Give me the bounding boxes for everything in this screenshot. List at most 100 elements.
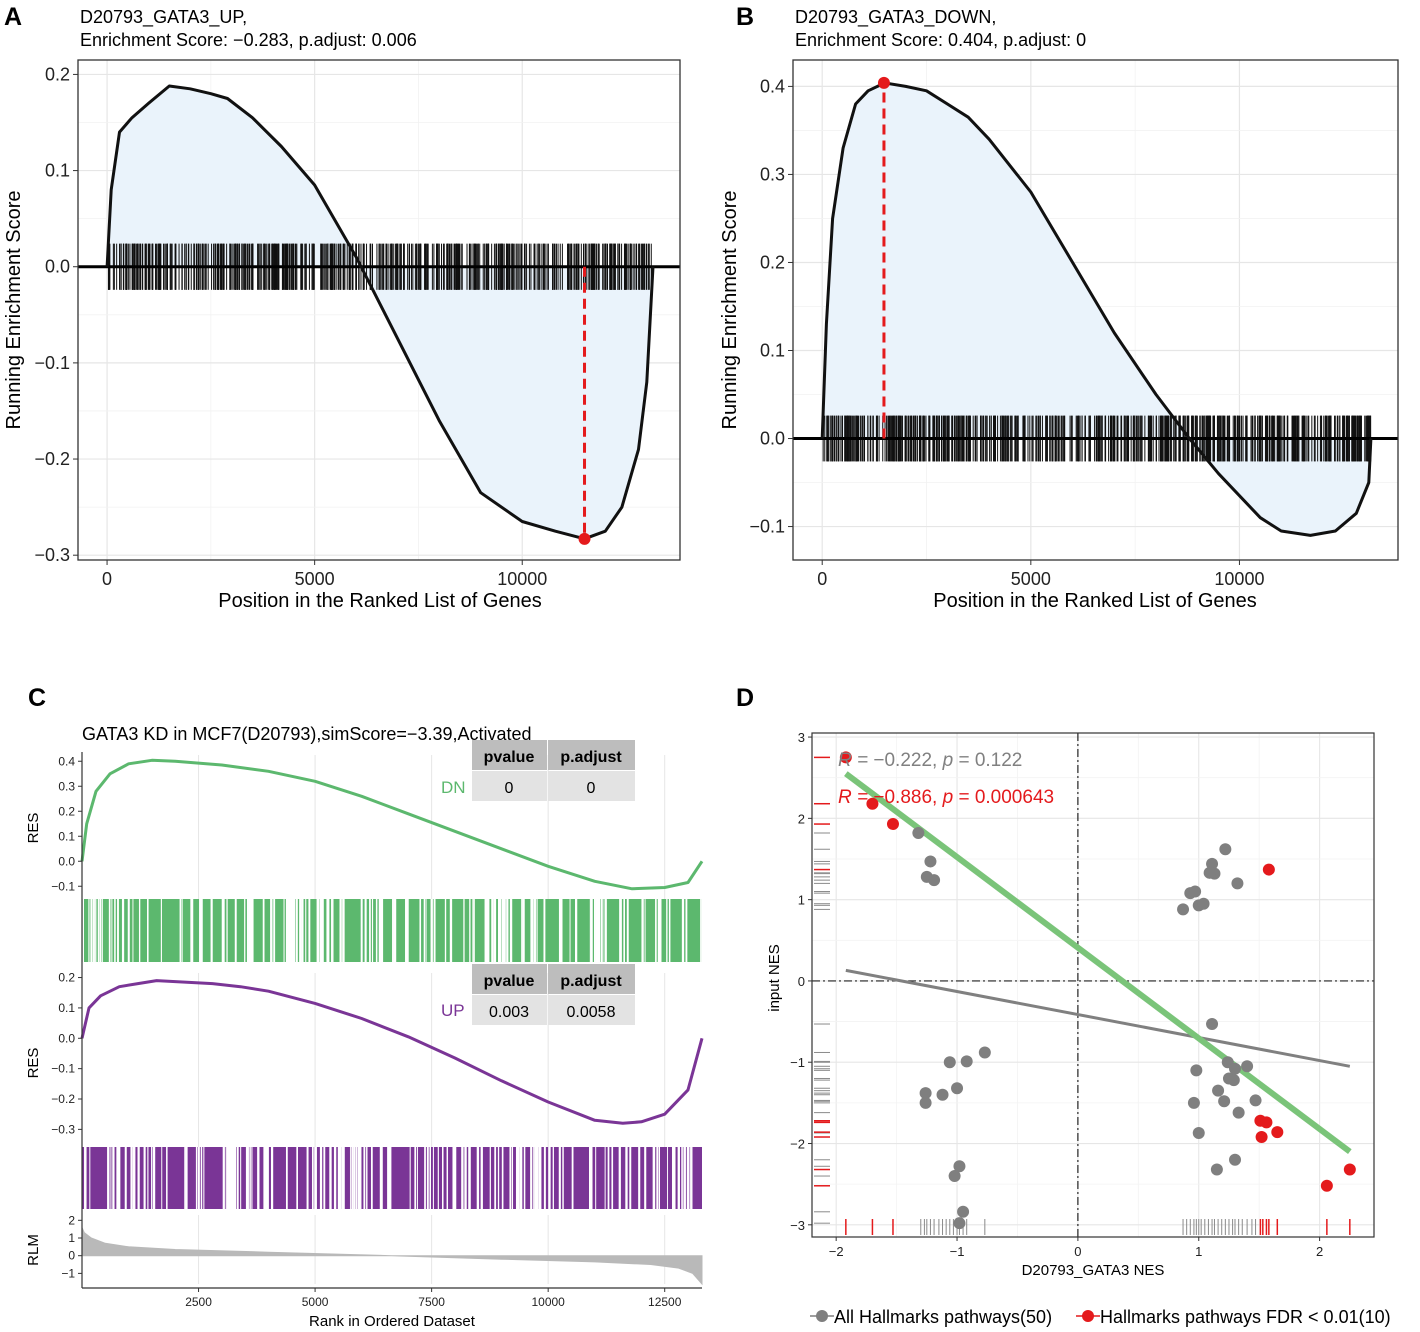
stat-all-p-label: p [942, 750, 954, 771]
point-all-pathway [1227, 1074, 1240, 1087]
point-all-pathway [960, 1055, 973, 1068]
panel-a-plot: 0 5000 10000 −0.3 −0.2 −0.1 0.0 0.1 0.2 [34, 59, 681, 589]
panel-d-xtick-label: −1 [950, 1244, 965, 1259]
rlm-area [81, 1227, 703, 1286]
point-fdr-pathway [1320, 1179, 1333, 1192]
panel-c-plot: −0.1 0.0 0.1 0.2 0.3 0.4 −0.3 −0.2 −0.1 0.0 0.1 0.2… [51, 752, 704, 1309]
point-all-pathway [951, 1082, 964, 1095]
panel-b-plot-frame [792, 59, 1399, 561]
up-ytick-label: −0.2 [51, 1092, 75, 1106]
dn-ytick-label: −0.1 [51, 879, 75, 893]
point-all-pathway [1190, 1064, 1203, 1077]
panel-b-ytick-label: 0.0 [760, 429, 785, 449]
legend: All Hallmarks pathways(50) Hallmarks pat… [810, 1307, 1391, 1327]
panel-c: C GATA3 KD in MCF7(D20793),simScore=−3.3… [25, 684, 704, 1330]
legend-key-fdr-dot [1082, 1310, 1094, 1322]
up-table-padjust-cell [548, 995, 635, 1025]
point-all-pathway [1212, 1084, 1225, 1097]
up-table-padjust: 0.0058 [567, 1004, 616, 1021]
panel-d-plot: −2 −1 0 1 2 −3 −2 −1 0 1 2 3 [790, 730, 1375, 1259]
panel-b-ytick-label: 0.1 [760, 340, 785, 360]
point-all-pathway [1210, 1163, 1223, 1176]
point-fdr-pathway [1271, 1126, 1284, 1139]
point-fdr-pathway [839, 751, 852, 764]
panel-b-es-area [822, 82, 1371, 536]
point-all-pathway [1192, 1126, 1205, 1139]
panel-a-ytick-label: −0.3 [34, 545, 70, 565]
point-all-pathway [1229, 1062, 1242, 1075]
panel-b-xlabel: Position in the Ranked List of Genes [933, 590, 1257, 612]
dn-table-padjust: 0 [587, 780, 596, 797]
dn-ytick-label: 0.3 [58, 779, 75, 793]
stat-fdr-text: R = −0.886, p = 0.000643 [838, 787, 1054, 808]
panel-d-ytick-label: −3 [790, 1218, 805, 1233]
panel-a-es-area [107, 86, 654, 539]
point-fdr-pathway [866, 797, 879, 810]
up-res-curve [80, 979, 704, 1125]
up-table-row-label: UP [441, 1001, 465, 1020]
panel-a-ytick-label: 0.0 [45, 257, 70, 277]
panel-d-plot-frame [811, 732, 1375, 1238]
panel-b: B D20793_GATA3_DOWN, Enrichment Score: 0… [719, 3, 1399, 612]
fit-line-all [845, 968, 1351, 1068]
point-fdr-pathway [1343, 1163, 1356, 1176]
stat-all-p: = 0.122 [953, 750, 1022, 771]
stat-all-sep: , [932, 750, 943, 771]
dn-ytick-label: 0.4 [58, 754, 75, 768]
panel-d-xtick-label: 2 [1316, 1244, 1323, 1259]
point-all-pathway [1241, 1060, 1254, 1073]
dn-hit-gap-wide [287, 899, 295, 962]
panel-d-ylabel: input NES [766, 944, 783, 1012]
point-all-pathway [1203, 866, 1216, 879]
panel-letter-d: D [736, 684, 754, 712]
point-all-pathway [1189, 885, 1202, 898]
panel-b-es-curve [820, 81, 1373, 537]
point-all-pathway [943, 1056, 956, 1069]
legend-key-all-dot [816, 1310, 828, 1322]
dn-ytick-label: 0.1 [58, 829, 75, 843]
point-fdr-pathway [1262, 863, 1275, 876]
panel-c-xtick-label: 2500 [185, 1295, 212, 1309]
point-all-pathway [924, 855, 937, 868]
panel-b-peak-point [877, 76, 890, 89]
panel-b-xtick-label: 5000 [1011, 569, 1051, 589]
panel-d-ytick-label: −1 [790, 1055, 805, 1070]
stat-fdr-r: −0.886 [873, 787, 932, 808]
point-all-pathway [1231, 877, 1244, 890]
point-all-pathway [919, 1096, 932, 1109]
panel-b-ytick-label: −0.1 [749, 517, 785, 537]
dn-table-padjust-cell [548, 771, 635, 801]
rlm-ytick-label: 2 [68, 1213, 75, 1227]
point-fdr-pathway [1255, 1131, 1268, 1144]
stat-all-prefix: R = [838, 750, 873, 771]
dn-stats-table: DN pvalue p.adjust 0 0 [441, 740, 635, 801]
point-all-pathway [953, 1160, 966, 1173]
dn-table-pvalue-cell [472, 771, 547, 801]
panel-b-xtick-label: 0 [817, 569, 827, 589]
rlm-ytick-label: 0 [68, 1249, 75, 1263]
up-ytick-label: 0.1 [58, 1001, 75, 1015]
panel-a-xtick-label: 10000 [497, 569, 547, 589]
rlm-ytick-label: 1 [68, 1231, 75, 1245]
panel-c-xlabel: Rank in Ordered Dataset [309, 1313, 476, 1330]
panel-d-xtick-label: 1 [1195, 1244, 1202, 1259]
up-hit-gap-wide [228, 1147, 236, 1209]
panel-a-ytick-label: 0.1 [45, 161, 70, 181]
panel-c-xtick-label: 7500 [418, 1295, 445, 1309]
dn-table-header-pvalue: pvalue [484, 749, 535, 766]
point-all-pathway [1206, 1018, 1219, 1031]
panel-c-xtick-label: 10000 [531, 1295, 565, 1309]
up-table-header-padjust-cell [548, 964, 635, 994]
panel-b-ytick-label: 0.4 [760, 76, 785, 96]
panel-c-rlm-ylabel: RLM [25, 1234, 42, 1266]
panel-d-xlabel: D20793_GATA3 NES [1022, 1262, 1165, 1279]
panel-a-title-line2: Enrichment Score: −0.283, p.adjust: 0.00… [80, 30, 417, 50]
up-ytick-label: 0.2 [58, 971, 75, 985]
panel-a-xtick-label: 0 [102, 569, 112, 589]
panel-a-title-line1: D20793_GATA3_UP, [80, 7, 247, 28]
panel-b-plot: 0 5000 10000 −0.1 0.0 0.1 0.2 0.3 0.4 [749, 59, 1399, 589]
legend-label-all: All Hallmarks pathways(50) [834, 1307, 1052, 1327]
panel-c-dn-ylabel: RES [25, 813, 42, 844]
panel-c-xtick-label: 12500 [648, 1295, 682, 1309]
